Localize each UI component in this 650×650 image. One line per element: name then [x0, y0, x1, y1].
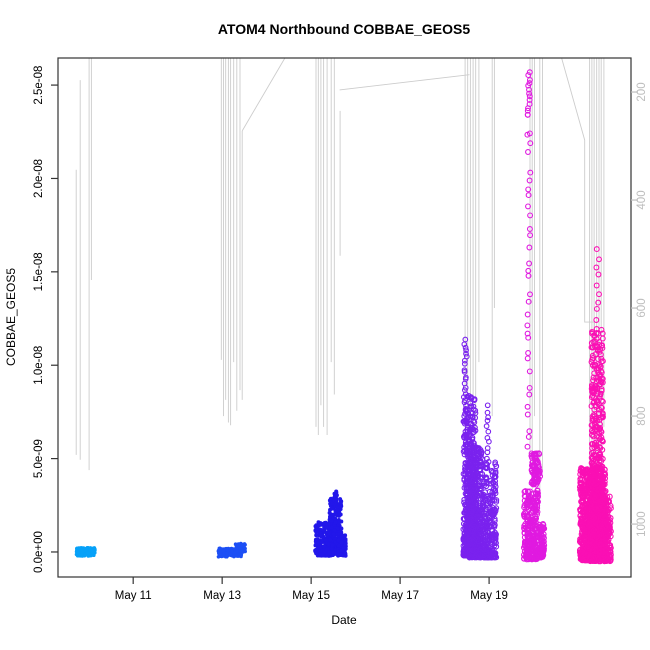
- pressure-trace-segment: [339, 74, 470, 91]
- y-left-tick-label: 0.0e+00: [33, 531, 45, 573]
- series-flight-may15: [313, 489, 348, 558]
- x-tick-label: May 11: [115, 590, 152, 602]
- y-right-tick-label: 400: [636, 190, 648, 209]
- series-flight-may13: [216, 541, 247, 559]
- y-left-tick-label: 2.0e-08: [33, 159, 45, 198]
- y-left-tick-label: 5.0e-09: [33, 439, 45, 478]
- axes: May 11 May 13 May 15 May 17 May 19 0.0e+00 5.0…: [33, 57, 648, 602]
- x-tick-label: May 13: [203, 590, 241, 602]
- scatter-points: [74, 69, 614, 565]
- series-flight-may18: [460, 336, 500, 561]
- y-left-tick-label: 1.5e-08: [33, 252, 45, 291]
- chart-title: ATOM4 Northbound COBBAE_GEOS5: [218, 21, 470, 37]
- series-flight-may19: [520, 69, 548, 563]
- plot-box: [57, 57, 632, 578]
- y-axis-title: COBBAE_GEOS5: [4, 268, 18, 366]
- y-left-tick-label: 2.5e-08: [33, 66, 45, 105]
- x-tick-label: May 17: [381, 590, 419, 602]
- y-left-tick-label: 1.0e-08: [33, 346, 45, 385]
- y-right-tick-label: 1000: [636, 511, 648, 537]
- series-flight-may10: [74, 546, 97, 558]
- y-right-tick-label: 800: [636, 407, 648, 426]
- x-tick-label: May 15: [292, 590, 330, 602]
- y-right-tick-label: 600: [636, 298, 648, 317]
- pressure-trace-segment: [241, 58, 286, 132]
- x-tick-label: May 19: [470, 590, 508, 602]
- pressure-trace-lines: [75, 58, 605, 557]
- x-axis-title: Date: [331, 613, 357, 627]
- y-right-tick-label: 200: [636, 82, 648, 101]
- series-flight-may20: [576, 246, 614, 565]
